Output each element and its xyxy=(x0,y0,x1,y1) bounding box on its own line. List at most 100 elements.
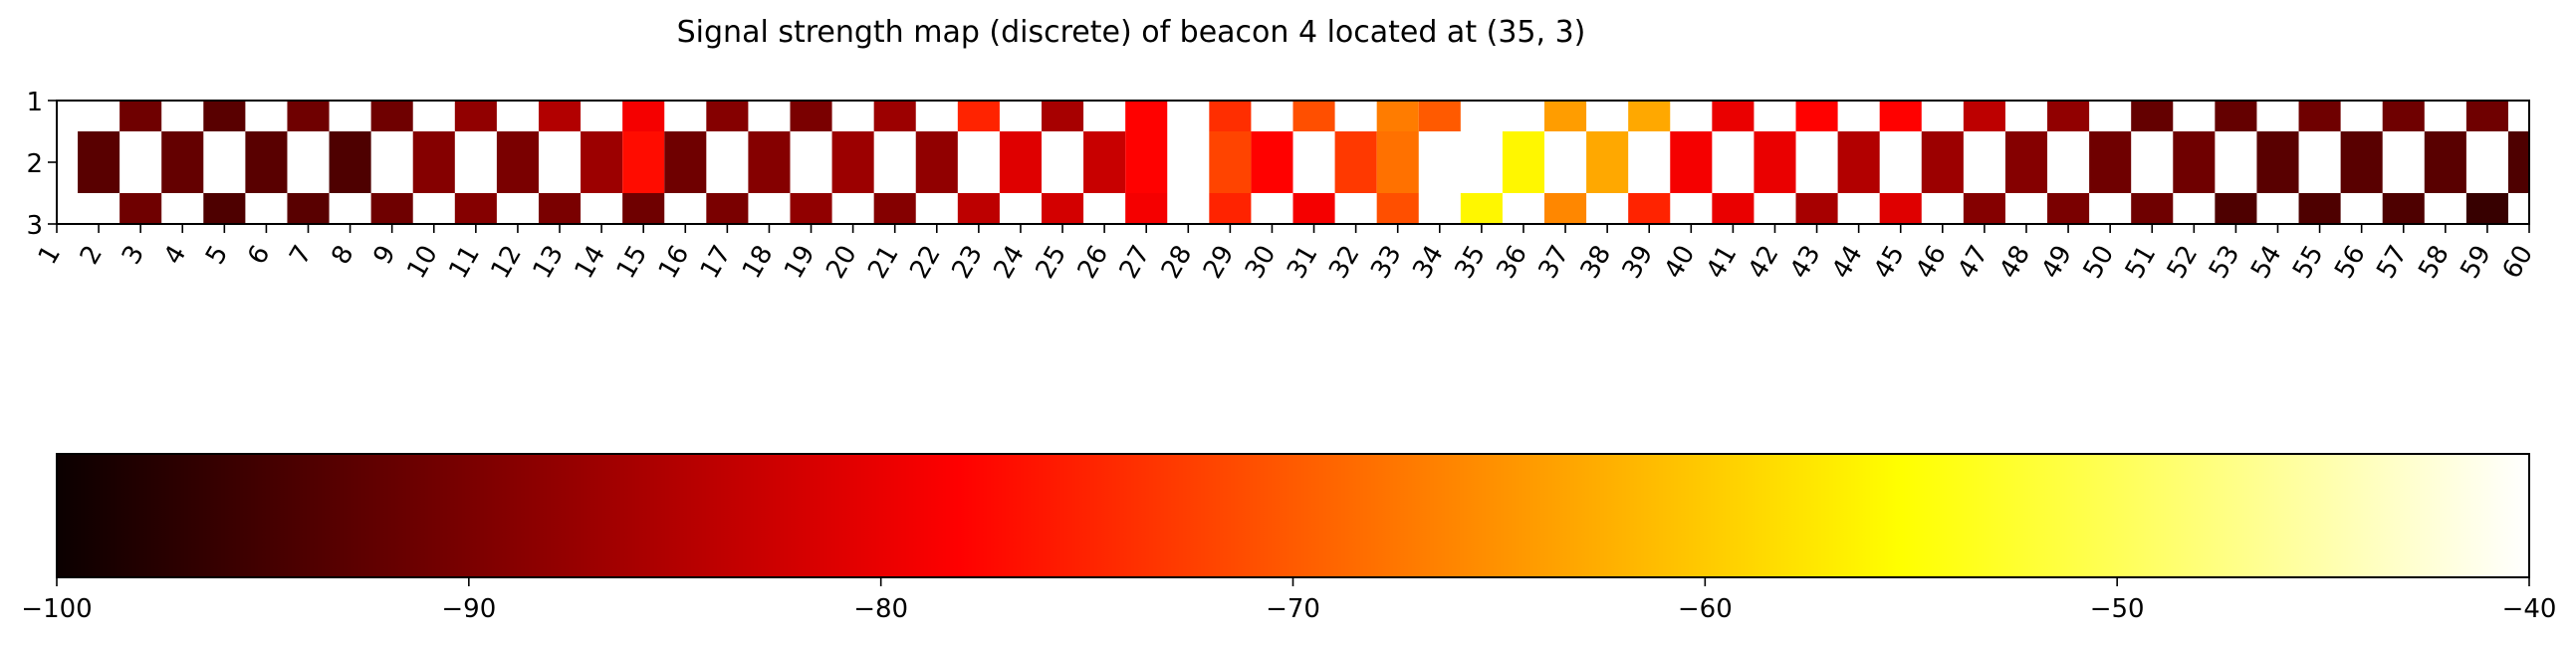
x-tick-label: 54 xyxy=(2245,241,2288,285)
heatmap-cell xyxy=(1292,101,1335,131)
heatmap-cell xyxy=(1586,131,1629,193)
heatmap-cell xyxy=(1292,193,1335,224)
x-tick-label: 35 xyxy=(1449,241,1492,285)
heatmap-cell xyxy=(1376,101,1419,131)
heatmap-cell xyxy=(831,131,874,193)
heatmap-cell xyxy=(329,131,371,193)
y-tick-label: 2 xyxy=(26,149,43,179)
heatmap-cell xyxy=(1041,101,1084,131)
x-tick-label: 32 xyxy=(1323,241,1366,285)
x-tick-label: 11 xyxy=(443,240,486,284)
x-tick-label: 6 xyxy=(242,241,276,270)
x-axis: 1 2 3 4 5 6 7 8 9 10 11 12 13 14 15 16 17 18 19 20 21 22 23 24 2… xyxy=(33,224,2539,284)
heatmap-cell xyxy=(2507,131,2529,193)
x-tick-label: 48 xyxy=(1994,240,2037,284)
x-tick-label: 56 xyxy=(2329,241,2372,285)
heatmap-cell xyxy=(370,101,413,131)
x-tick-label: 46 xyxy=(1910,241,1953,285)
x-tick-label: 38 xyxy=(1575,241,1618,285)
heatmap-cell xyxy=(1209,101,1252,131)
colorbar-tick-label: −80 xyxy=(853,594,908,624)
heatmap-cell xyxy=(1754,131,1796,193)
heatmap-cell xyxy=(1251,131,1293,193)
x-tick-label: 29 xyxy=(1198,241,1241,285)
heatmap-cell xyxy=(2256,131,2299,193)
heatmap-cell xyxy=(957,101,1000,131)
heatmap-cell xyxy=(454,193,497,224)
x-tick-label: 17 xyxy=(695,241,738,285)
heatmap-cell xyxy=(119,101,162,131)
x-tick-label: 43 xyxy=(1784,241,1827,285)
x-tick-label: 3 xyxy=(117,241,150,270)
x-tick-label: 25 xyxy=(1031,241,1073,285)
heatmap-cell xyxy=(1502,131,1545,193)
x-tick-label: 42 xyxy=(1743,241,1785,285)
heatmap-cell xyxy=(1125,101,1168,131)
heatmap-cell xyxy=(1712,193,1755,224)
x-tick-label: 19 xyxy=(779,241,821,285)
heatmap-cell xyxy=(1879,193,1922,224)
heatmap-cell xyxy=(370,193,413,224)
x-tick-label: 44 xyxy=(1826,241,1869,285)
heatmap-cell xyxy=(1334,131,1377,193)
x-tick-label: 53 xyxy=(2204,241,2246,285)
heatmap-cell xyxy=(1712,101,1755,131)
heatmap-cell xyxy=(287,101,330,131)
heatmap-cell xyxy=(2465,101,2508,131)
heatmap-cell xyxy=(287,193,330,224)
colorbar-gradient xyxy=(57,454,2529,577)
heatmap-cell xyxy=(2173,131,2216,193)
heatmap-cell xyxy=(203,193,246,224)
heatmap-cell xyxy=(2298,193,2341,224)
x-tick-label: 49 xyxy=(2036,241,2079,285)
colorbar-tick-label: −100 xyxy=(21,594,92,624)
heatmap-cell xyxy=(1628,193,1671,224)
chart-title: Signal strength map (discrete) of beacon… xyxy=(677,15,1586,50)
heatmap-cell xyxy=(2131,101,2174,131)
x-tick-label: 23 xyxy=(946,241,989,285)
x-tick-label: 27 xyxy=(1114,241,1157,285)
heatmap-cell xyxy=(1921,131,1964,193)
x-tick-label: 50 xyxy=(2078,241,2121,285)
x-tick-label: 14 xyxy=(570,241,612,285)
x-tick-label: 13 xyxy=(528,241,571,285)
x-tick-label: 59 xyxy=(2455,241,2497,285)
colorbar: −100 −90 −80 −70 −60 −50 −40 xyxy=(21,453,2556,624)
heatmap-cell xyxy=(1879,101,1922,131)
x-tick-label: 60 xyxy=(2497,241,2540,285)
heatmap-grid xyxy=(78,101,2529,224)
x-tick-label: 22 xyxy=(904,241,947,285)
y-tick-label: 1 xyxy=(26,88,43,117)
heatmap-cell xyxy=(2465,193,2508,224)
x-tick-label: 20 xyxy=(820,241,863,285)
x-tick-label: 8 xyxy=(326,241,359,270)
colorbar-axis: −100 −90 −80 −70 −60 −50 −40 xyxy=(21,577,2556,624)
colorbar-tick-label: −50 xyxy=(2090,594,2145,624)
heatmap-cell xyxy=(2424,131,2466,193)
colorbar-tick-label: −40 xyxy=(2502,594,2557,624)
heatmap-cell xyxy=(454,101,497,131)
heatmap-cell xyxy=(622,131,665,193)
heatmap-cell xyxy=(1125,131,1168,193)
heatmap-cell xyxy=(2131,193,2174,224)
heatmap-cell xyxy=(1544,193,1587,224)
x-tick-label: 34 xyxy=(1407,241,1450,285)
heatmap-cell xyxy=(538,101,582,131)
x-tick-label: 15 xyxy=(611,241,654,285)
heatmap-cell xyxy=(999,131,1042,193)
heatmap-cell xyxy=(2382,101,2425,131)
heatmap-cell xyxy=(1795,193,1838,224)
x-tick-label: 37 xyxy=(1533,241,1576,285)
heatmap-cell xyxy=(2340,131,2383,193)
x-tick-label: 33 xyxy=(1365,241,1408,285)
x-tick-label: 57 xyxy=(2371,241,2414,285)
x-tick-label: 2 xyxy=(75,241,109,270)
heatmap-cell xyxy=(1418,101,1461,131)
heatmap-cell xyxy=(1083,131,1126,193)
x-tick-label: 5 xyxy=(200,241,234,270)
x-tick-label: 28 xyxy=(1156,241,1199,285)
x-tick-label: 40 xyxy=(1659,241,1702,285)
x-tick-label: 16 xyxy=(653,241,696,285)
